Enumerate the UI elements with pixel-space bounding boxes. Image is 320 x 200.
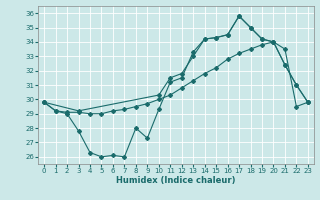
X-axis label: Humidex (Indice chaleur): Humidex (Indice chaleur) bbox=[116, 176, 236, 185]
